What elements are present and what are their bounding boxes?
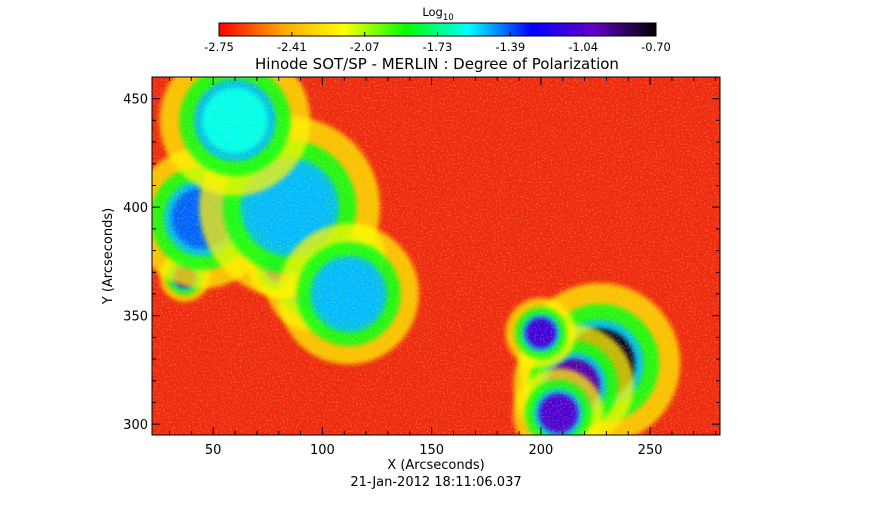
x-axis: 50 100 150 200 250 (168, 77, 717, 458)
timestamp: 21-Jan-2012 18:11:06.037 (350, 475, 521, 490)
x-tick-label: 50 (205, 443, 222, 458)
plot-title: Hinode SOT/SP - MERLIN : Degree of Polar… (255, 55, 619, 73)
y-axis: 300 350 400 450 (123, 76, 720, 433)
colorbar-tick-label: -1.04 (568, 40, 598, 54)
plot-frame (151, 76, 721, 436)
colorbar-title: Log10 (422, 5, 453, 23)
colorbar-tick-label: -2.75 (204, 40, 234, 54)
colorbar-tick-label: -0.70 (641, 40, 671, 54)
x-tick-label: 250 (638, 443, 663, 458)
x-tick-label: 100 (310, 443, 335, 458)
y-tick-label: 350 (123, 310, 148, 325)
y-axis-title: Y (Arcseconds) (101, 208, 116, 305)
y-tick-label: 400 (123, 201, 148, 216)
heatmap-texture (152, 77, 720, 435)
colorbar-tick-label: -2.41 (277, 40, 307, 54)
colorbar-tick-label: -2.07 (350, 40, 380, 54)
x-tick-label: 200 (528, 443, 553, 458)
colorbar-title-subscript: 10 (443, 13, 454, 23)
heatmap-area (152, 77, 720, 435)
colorbar-title-base: Log (422, 5, 443, 19)
x-tick-label: 150 (419, 443, 444, 458)
colorbar-tick-label: -1.73 (423, 40, 453, 54)
y-tick-label: 450 (123, 93, 148, 108)
y-tick-label: 300 (123, 418, 148, 433)
colorbar: Log10 -2.75 -2.41 -2.07 -1.73 -1.39 -1.04 -0.7… (204, 5, 671, 54)
x-axis-title: X (Arcseconds) (387, 458, 484, 473)
colorbar-tick-label: -1.39 (495, 40, 525, 54)
colorbar-ticks: -2.75 -2.41 -2.07 -1.73 -1.39 -1.04 -0.70 (204, 32, 671, 54)
